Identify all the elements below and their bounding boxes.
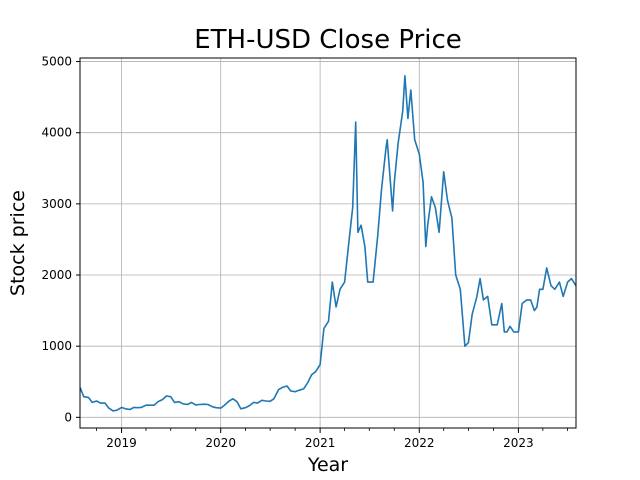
x-tick-label: 2020 [205, 436, 236, 450]
x-tick-label: 2019 [106, 436, 137, 450]
x-tick-label: 2021 [305, 436, 336, 450]
y-tick-label: 4000 [41, 126, 72, 140]
y-tick-label: 5000 [41, 55, 72, 69]
price-line [80, 75, 576, 412]
y-tick-label: 3000 [41, 197, 72, 211]
x-axis-label: Year [307, 454, 348, 476]
y-axis-label: Stock price [7, 190, 29, 296]
chart-title: ETH-USD Close Price [194, 25, 462, 55]
plot-frame [79, 57, 577, 429]
y-tick-label: 0 [64, 410, 72, 424]
x-tick-label: 2023 [503, 436, 534, 450]
grid-lines [80, 58, 576, 428]
axis-ticks: 0 1000 2000 3000 4000 5000 2019 2020 2021 2022 202… [41, 55, 568, 450]
y-tick-label: 1000 [41, 339, 72, 353]
x-tick-label: 2022 [404, 436, 435, 450]
y-tick-label: 2000 [41, 268, 72, 282]
plot-area-background [80, 58, 576, 428]
